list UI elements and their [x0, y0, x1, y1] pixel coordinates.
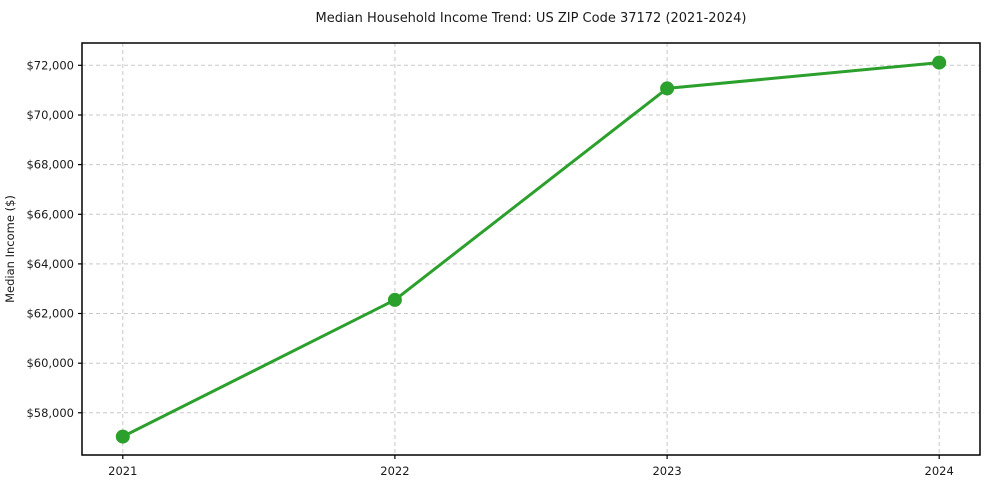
- x-tick-label: 2023: [652, 464, 681, 478]
- y-axis-label: Median Income ($): [3, 195, 17, 303]
- y-tick-label: $60,000: [26, 356, 74, 370]
- plot-frame: [81, 42, 981, 456]
- x-tick-label: 2021: [108, 464, 137, 478]
- axes: $58,000 $60,000 $62,000 $64,000 $66,000 $68,0…: [26, 42, 981, 478]
- data-point-marker: [660, 81, 675, 96]
- y-tick-label: $70,000: [26, 108, 74, 122]
- data-point-marker: [932, 55, 947, 70]
- chart-title: Median Household Income Trend: US ZIP Co…: [316, 11, 747, 26]
- data-point-marker: [387, 292, 402, 307]
- x-tick-label: 2024: [925, 464, 954, 478]
- x-tick-label: 2022: [380, 464, 409, 478]
- y-tick-label: $62,000: [26, 307, 74, 321]
- y-tick-label: $72,000: [26, 58, 74, 72]
- trend-line: [121, 61, 941, 439]
- data-series: [115, 55, 947, 444]
- y-tick-label: $66,000: [26, 207, 74, 221]
- gridlines: [82, 43, 980, 455]
- y-tick-label: $64,000: [26, 257, 74, 271]
- data-point-marker: [115, 429, 130, 444]
- y-tick-label: $68,000: [26, 158, 74, 172]
- y-tick-label: $58,000: [26, 406, 74, 420]
